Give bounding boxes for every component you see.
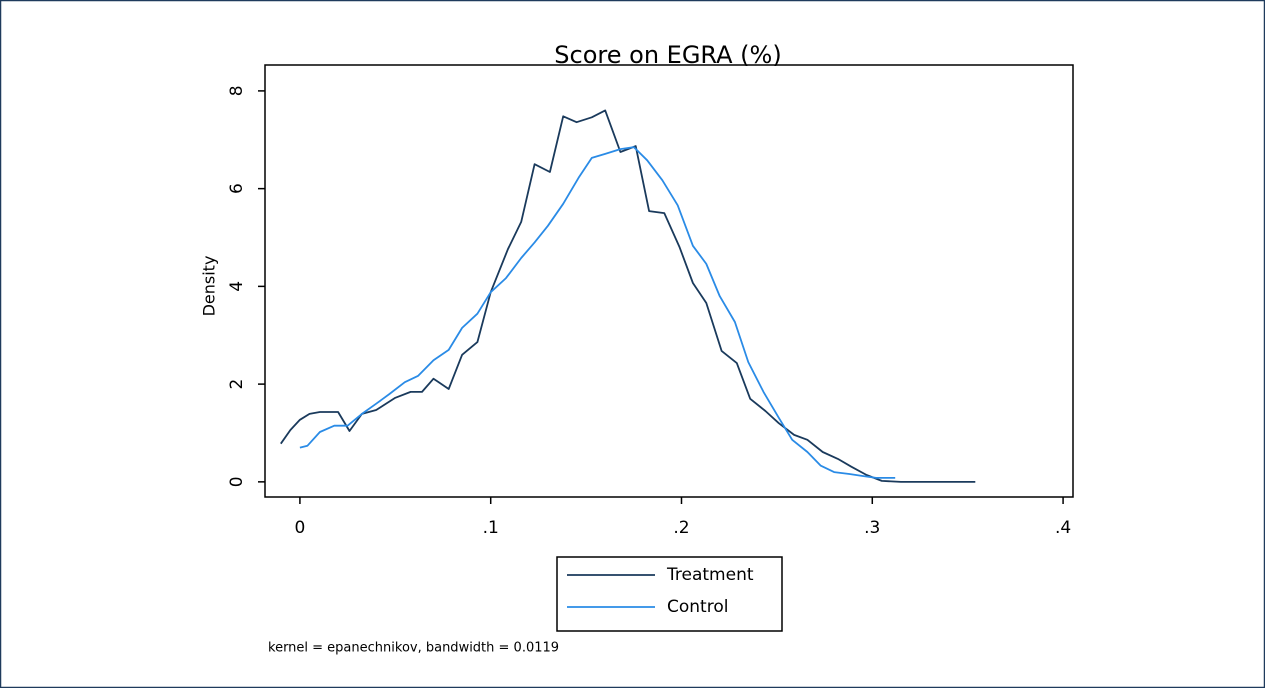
x-tick-label: .2 <box>673 518 689 538</box>
y-tick-label: 0 <box>227 476 247 487</box>
density-line <box>299 146 896 479</box>
legend-label: Control <box>667 597 728 617</box>
y-tick-label: 6 <box>227 183 247 194</box>
y-tick-label: 4 <box>227 281 247 292</box>
legend-box <box>556 556 783 632</box>
y-tick-label: 2 <box>227 379 247 390</box>
x-tick-label: .4 <box>1055 518 1071 538</box>
x-tick-label: 0 <box>295 518 306 538</box>
x-tick-label: .3 <box>864 518 880 538</box>
density-line <box>280 109 976 483</box>
y-tick-label: 8 <box>227 85 247 96</box>
y-axis-label: Density <box>200 256 219 317</box>
plot-area <box>264 64 1074 498</box>
x-tick-label: .1 <box>483 518 499 538</box>
chart-title: Score on EGRA (%) <box>554 41 781 69</box>
legend-label: Treatment <box>666 565 754 585</box>
note: kernel = epanechnikov, bandwidth = 0.011… <box>268 641 559 656</box>
